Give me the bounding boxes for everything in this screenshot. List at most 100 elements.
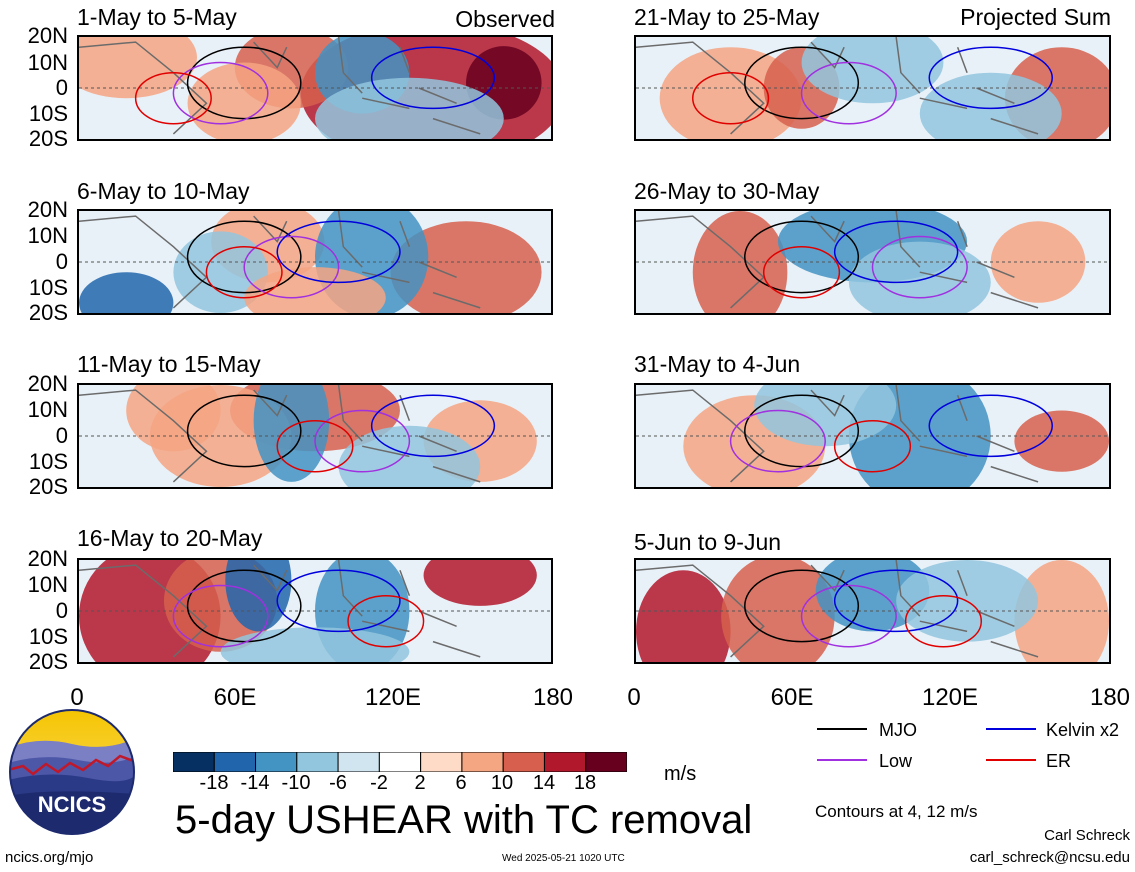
legend-label-kelvin: Kelvin x2 [1046,720,1120,740]
shear-anomaly [1014,410,1109,472]
panel-label-observed: Observed [455,6,555,32]
lat-label: 20S [28,300,68,325]
legend-label-mjo: MJO [879,720,917,740]
colorbar-swatch [213,751,257,773]
legend-line-mjo [817,728,867,730]
lon-label: 0 [627,684,641,711]
panel-title-7: 31-May to 4-Jun [634,351,801,377]
contour-loop [744,569,860,643]
contour-loop [276,419,354,473]
contour-loop [744,220,860,294]
lon-label: 180 [1089,684,1131,711]
map-panel-5 [634,35,1111,141]
contour-loop [243,235,340,299]
shear-anomaly [187,62,301,139]
contour-loop [276,220,401,284]
colorbar-tick: -18 [199,772,229,794]
contour-loop [692,71,770,125]
contour-loop [871,235,968,299]
map-panel-7 [634,383,1111,489]
shear-anomaly [338,425,481,487]
colorbar-swatch [337,751,380,773]
lat-label: 10N [27,397,68,422]
map-panel-1 [77,35,553,141]
contour-loop [744,394,860,468]
map-panel-3 [77,383,553,489]
lat-label: 20N [27,371,68,396]
lat-label: 0 [55,75,68,100]
contour-loop [833,419,912,473]
lat-label: 20N [27,197,68,222]
lon-label: 0 [70,684,84,711]
contour-loop [800,584,897,648]
footer-author: Carl Schreck [1044,827,1130,844]
contour-loop [928,394,1053,458]
colorbar-swatch [543,751,587,773]
shear-anomaly [919,72,1062,139]
contour-loop [347,594,425,648]
panel-title-3: 11-May to 15-May [77,351,261,377]
lat-label: 20S [28,649,68,674]
shear-anomaly [220,627,410,662]
shear-anomaly [390,221,542,313]
coastline [79,211,481,309]
colorbar-tick: -2 [370,772,388,794]
legend-label-er: ER [1046,751,1072,771]
colorbar-swatch [502,751,545,773]
contour-loop [205,245,283,299]
lon-label: 120E [921,684,979,711]
contour-loop [370,46,496,110]
colorbar-tick: 10 [490,772,514,794]
contour-note: Contours at 4, 12 m/s [815,802,978,821]
footer-email: carl_schreck@ncsu.edu [969,849,1130,866]
contour-loop [186,394,302,468]
lat-label: 20S [28,474,68,499]
panel-title-8: 5-Jun to 9-Jun [634,529,782,555]
lon-label: 60E [770,684,814,711]
coastline [636,385,1039,483]
map-panel-8 [634,558,1111,664]
lon-label: 120E [364,684,422,711]
coastline [79,385,481,483]
shear-anomaly [79,37,197,99]
panel-title-2: 6-May to 10-May [77,178,250,204]
colorbar-swatch [172,751,215,773]
colorbar-tick: -6 [329,772,347,794]
map-panel-6 [634,209,1111,315]
contour-loop [744,46,860,120]
shear-anomaly [244,267,386,313]
figure-title: 5-day USHEAR with TC removal [175,798,753,842]
shear-anomaly [754,385,897,447]
legend-line-kelvin [986,728,1036,730]
colorbar-swatch [378,751,422,773]
colorbar-tick: -14 [240,772,270,794]
colorbar-swatch [461,751,504,773]
coastline [636,211,1039,309]
shear-anomaly [1014,560,1109,662]
lat-label: 0 [55,598,68,623]
shear-anomaly [315,77,504,139]
lat-label: 10N [27,223,68,248]
ncics-logo: NCICS [8,708,136,836]
lat-label: 10S [28,624,68,649]
colorbar-tick: 2 [414,772,426,794]
map-panel-2 [77,209,553,315]
coastline [636,560,1039,658]
contour-loop [762,245,841,299]
lat-label: 10N [27,50,68,75]
colorbar-swatch [255,751,298,773]
panel-title-6: 26-May to 30-May [634,178,820,204]
contour-loop [833,220,959,284]
shear-anomaly [659,47,802,139]
map-panel-4 [77,558,553,664]
shear-anomaly [79,272,174,313]
colorbar-swatch [420,751,463,773]
shear-anomaly [423,560,537,606]
contour-loop [370,394,496,458]
legend-line-er [986,759,1036,761]
lat-label: 10S [28,101,68,126]
contour-loop [276,569,401,633]
colorbar-unit: m/s [664,763,697,785]
panel-label-projected: Projected Sum [960,4,1111,30]
logo-text: NCICS [38,792,106,817]
